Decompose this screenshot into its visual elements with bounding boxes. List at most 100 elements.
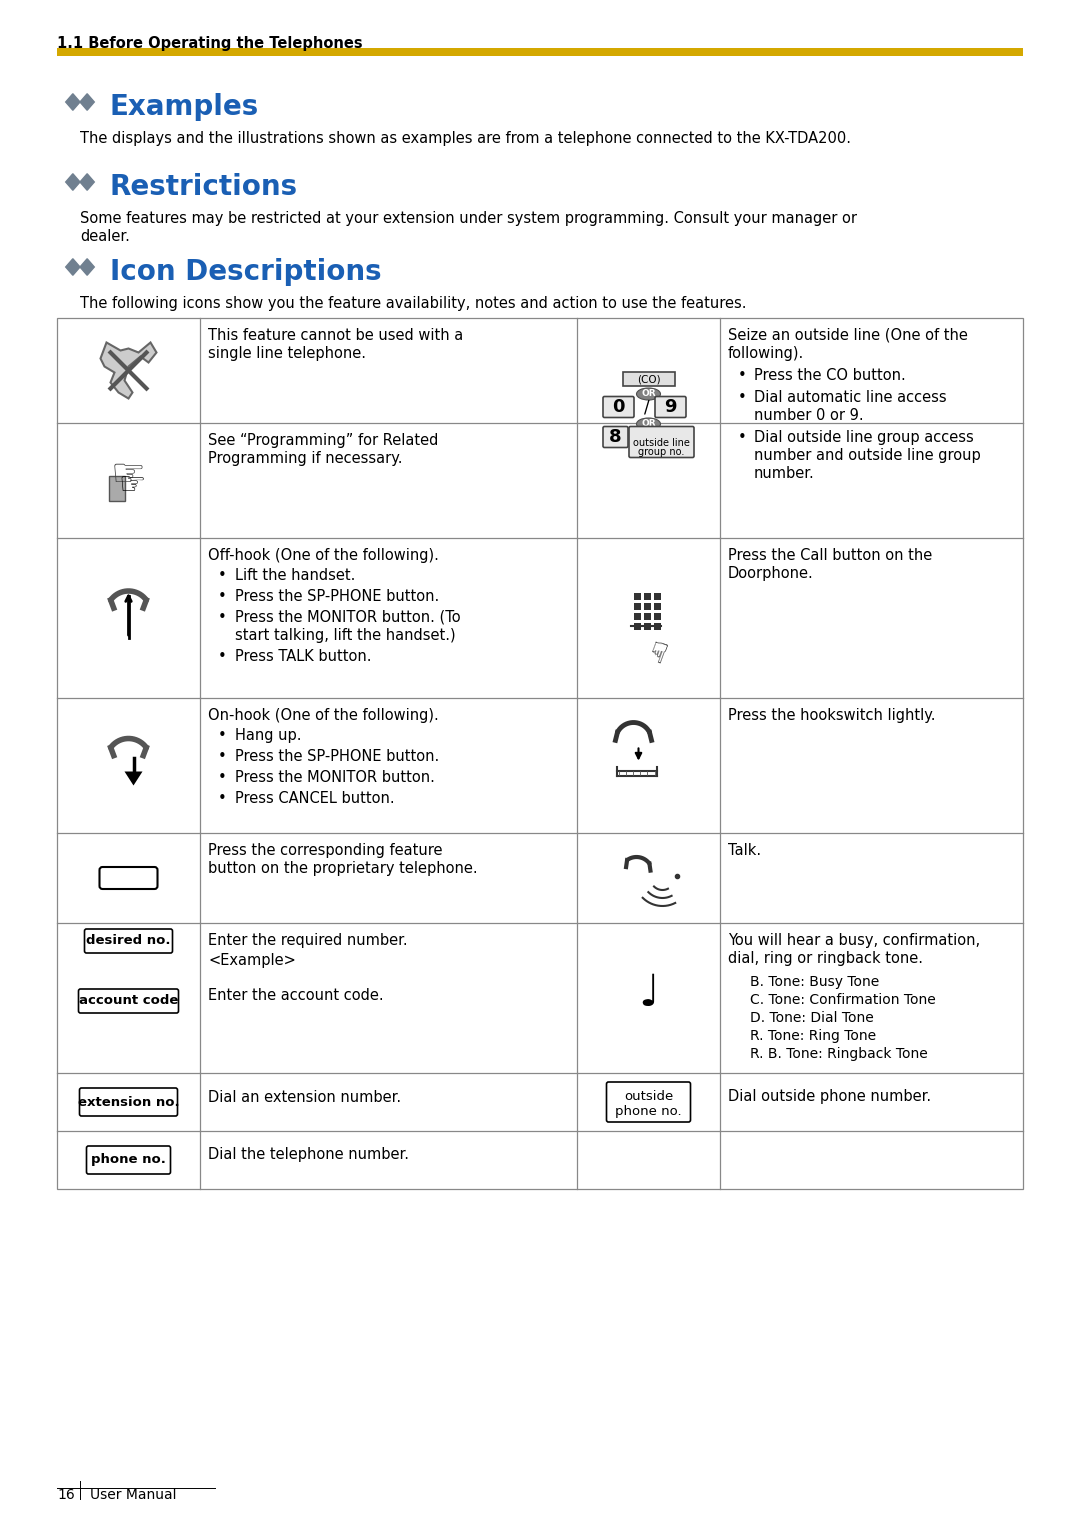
Bar (634, 613, 640, 620)
Text: R. Tone: Ring Tone: R. Tone: Ring Tone (750, 1028, 876, 1044)
Text: Press the corresponding feature: Press the corresponding feature (208, 843, 443, 859)
Polygon shape (66, 93, 80, 110)
Text: Seize an outside line (One of the: Seize an outside line (One of the (728, 329, 968, 342)
Text: extension no.: extension no. (78, 1096, 179, 1108)
Text: •: • (218, 610, 227, 625)
Text: phone no.: phone no. (91, 1154, 166, 1166)
Polygon shape (66, 174, 80, 191)
Text: account code: account code (79, 995, 178, 1007)
Text: outside line: outside line (633, 439, 690, 448)
Bar (644, 604, 650, 610)
Bar (634, 623, 640, 630)
Polygon shape (80, 174, 94, 191)
Polygon shape (80, 93, 94, 110)
Text: The displays and the illustrations shown as examples are from a telephone connec: The displays and the illustrations shown… (80, 131, 851, 147)
Text: ♩: ♩ (638, 972, 659, 1015)
Text: Dial the telephone number.: Dial the telephone number. (208, 1148, 409, 1163)
Polygon shape (80, 258, 94, 275)
Text: Talk.: Talk. (728, 843, 761, 859)
Text: R. B. Tone: Ringback Tone: R. B. Tone: Ringback Tone (750, 1047, 928, 1060)
Text: Lift the handset.: Lift the handset. (235, 568, 355, 584)
Polygon shape (66, 258, 80, 275)
Polygon shape (100, 342, 157, 399)
Text: •: • (738, 429, 746, 445)
Text: This feature cannot be used with a: This feature cannot be used with a (208, 329, 463, 342)
Bar (653, 593, 661, 601)
Text: Enter the account code.: Enter the account code. (208, 989, 383, 1002)
Text: Dial an extension number.: Dial an extension number. (208, 1089, 401, 1105)
Text: •: • (218, 588, 227, 604)
Text: 0: 0 (612, 397, 624, 416)
Text: C. Tone: Confirmation Tone: C. Tone: Confirmation Tone (750, 993, 935, 1007)
Text: number and outside line group: number and outside line group (754, 448, 981, 463)
Text: Press TALK button.: Press TALK button. (235, 649, 372, 665)
Text: ☞: ☞ (119, 471, 146, 500)
Text: number.: number. (754, 466, 814, 481)
Text: •: • (738, 390, 746, 405)
Text: ☞: ☞ (111, 457, 146, 495)
Text: 1.1 Before Operating the Telephones: 1.1 Before Operating the Telephones (57, 37, 363, 50)
Text: (CO): (CO) (637, 374, 660, 384)
Ellipse shape (636, 388, 661, 400)
Bar (644, 623, 650, 630)
Bar (644, 593, 650, 601)
Text: D. Tone: Dial Tone: D. Tone: Dial Tone (750, 1012, 874, 1025)
Text: OR: OR (642, 390, 656, 399)
Text: •: • (218, 727, 227, 743)
Text: Press the CO button.: Press the CO button. (754, 368, 906, 384)
Ellipse shape (636, 419, 661, 429)
Text: Dial outside line group access: Dial outside line group access (754, 429, 974, 445)
Text: single line telephone.: single line telephone. (208, 345, 366, 361)
Text: dial, ring or ringback tone.: dial, ring or ringback tone. (728, 950, 923, 966)
Text: 16: 16 (57, 1488, 75, 1502)
Text: number 0 or 9.: number 0 or 9. (754, 408, 864, 423)
Text: Dial outside phone number.: Dial outside phone number. (728, 1089, 931, 1105)
Text: desired no.: desired no. (86, 935, 171, 947)
Text: Press the SP-PHONE button.: Press the SP-PHONE button. (235, 749, 440, 764)
Bar (622, 371, 675, 387)
Text: •: • (218, 770, 227, 785)
Text: Restrictions: Restrictions (110, 173, 298, 202)
Text: Press the Call button on the: Press the Call button on the (728, 549, 932, 562)
Text: You will hear a busy, confirmation,: You will hear a busy, confirmation, (728, 934, 981, 947)
Text: outside: outside (624, 1091, 673, 1103)
Polygon shape (124, 772, 143, 785)
Text: •: • (218, 649, 227, 665)
Text: Programming if necessary.: Programming if necessary. (208, 451, 403, 466)
Text: /: / (644, 397, 649, 416)
FancyBboxPatch shape (603, 426, 627, 448)
Text: dealer.: dealer. (80, 229, 130, 244)
Text: •: • (738, 368, 746, 384)
Bar (644, 613, 650, 620)
Text: Examples: Examples (110, 93, 259, 121)
Text: See “Programming” for Related: See “Programming” for Related (208, 432, 438, 448)
Text: phone no.: phone no. (616, 1105, 681, 1118)
Text: •: • (218, 568, 227, 584)
Text: Press CANCEL button.: Press CANCEL button. (235, 792, 394, 805)
Text: <Example>: <Example> (208, 953, 296, 969)
Text: Off-hook (One of the following).: Off-hook (One of the following). (208, 549, 438, 562)
Text: •: • (218, 749, 227, 764)
Text: Press the MONITOR button.: Press the MONITOR button. (235, 770, 435, 785)
Text: Enter the required number.: Enter the required number. (208, 934, 407, 947)
Text: Press the SP-PHONE button.: Press the SP-PHONE button. (235, 588, 440, 604)
Text: Press the hookswitch lightly.: Press the hookswitch lightly. (728, 707, 935, 723)
Bar (653, 613, 661, 620)
Bar (653, 604, 661, 610)
Text: B. Tone: Busy Tone: B. Tone: Busy Tone (750, 975, 879, 989)
Text: User Manual: User Manual (90, 1488, 176, 1502)
Text: Some features may be restricted at your extension under system programming. Cons: Some features may be restricted at your … (80, 211, 858, 226)
Text: 9: 9 (664, 397, 677, 416)
FancyBboxPatch shape (629, 426, 694, 457)
Bar (108, 475, 124, 501)
Bar (634, 593, 640, 601)
Text: button on the proprietary telephone.: button on the proprietary telephone. (208, 860, 477, 876)
Bar (57, 47, 1023, 57)
Text: OR: OR (642, 420, 656, 428)
Text: start talking, lift the handset.): start talking, lift the handset.) (235, 628, 456, 643)
Bar (653, 623, 661, 630)
FancyBboxPatch shape (654, 396, 686, 417)
Bar (57, 318, 1023, 1189)
Text: On-hook (One of the following).: On-hook (One of the following). (208, 707, 438, 723)
Text: •: • (218, 792, 227, 805)
